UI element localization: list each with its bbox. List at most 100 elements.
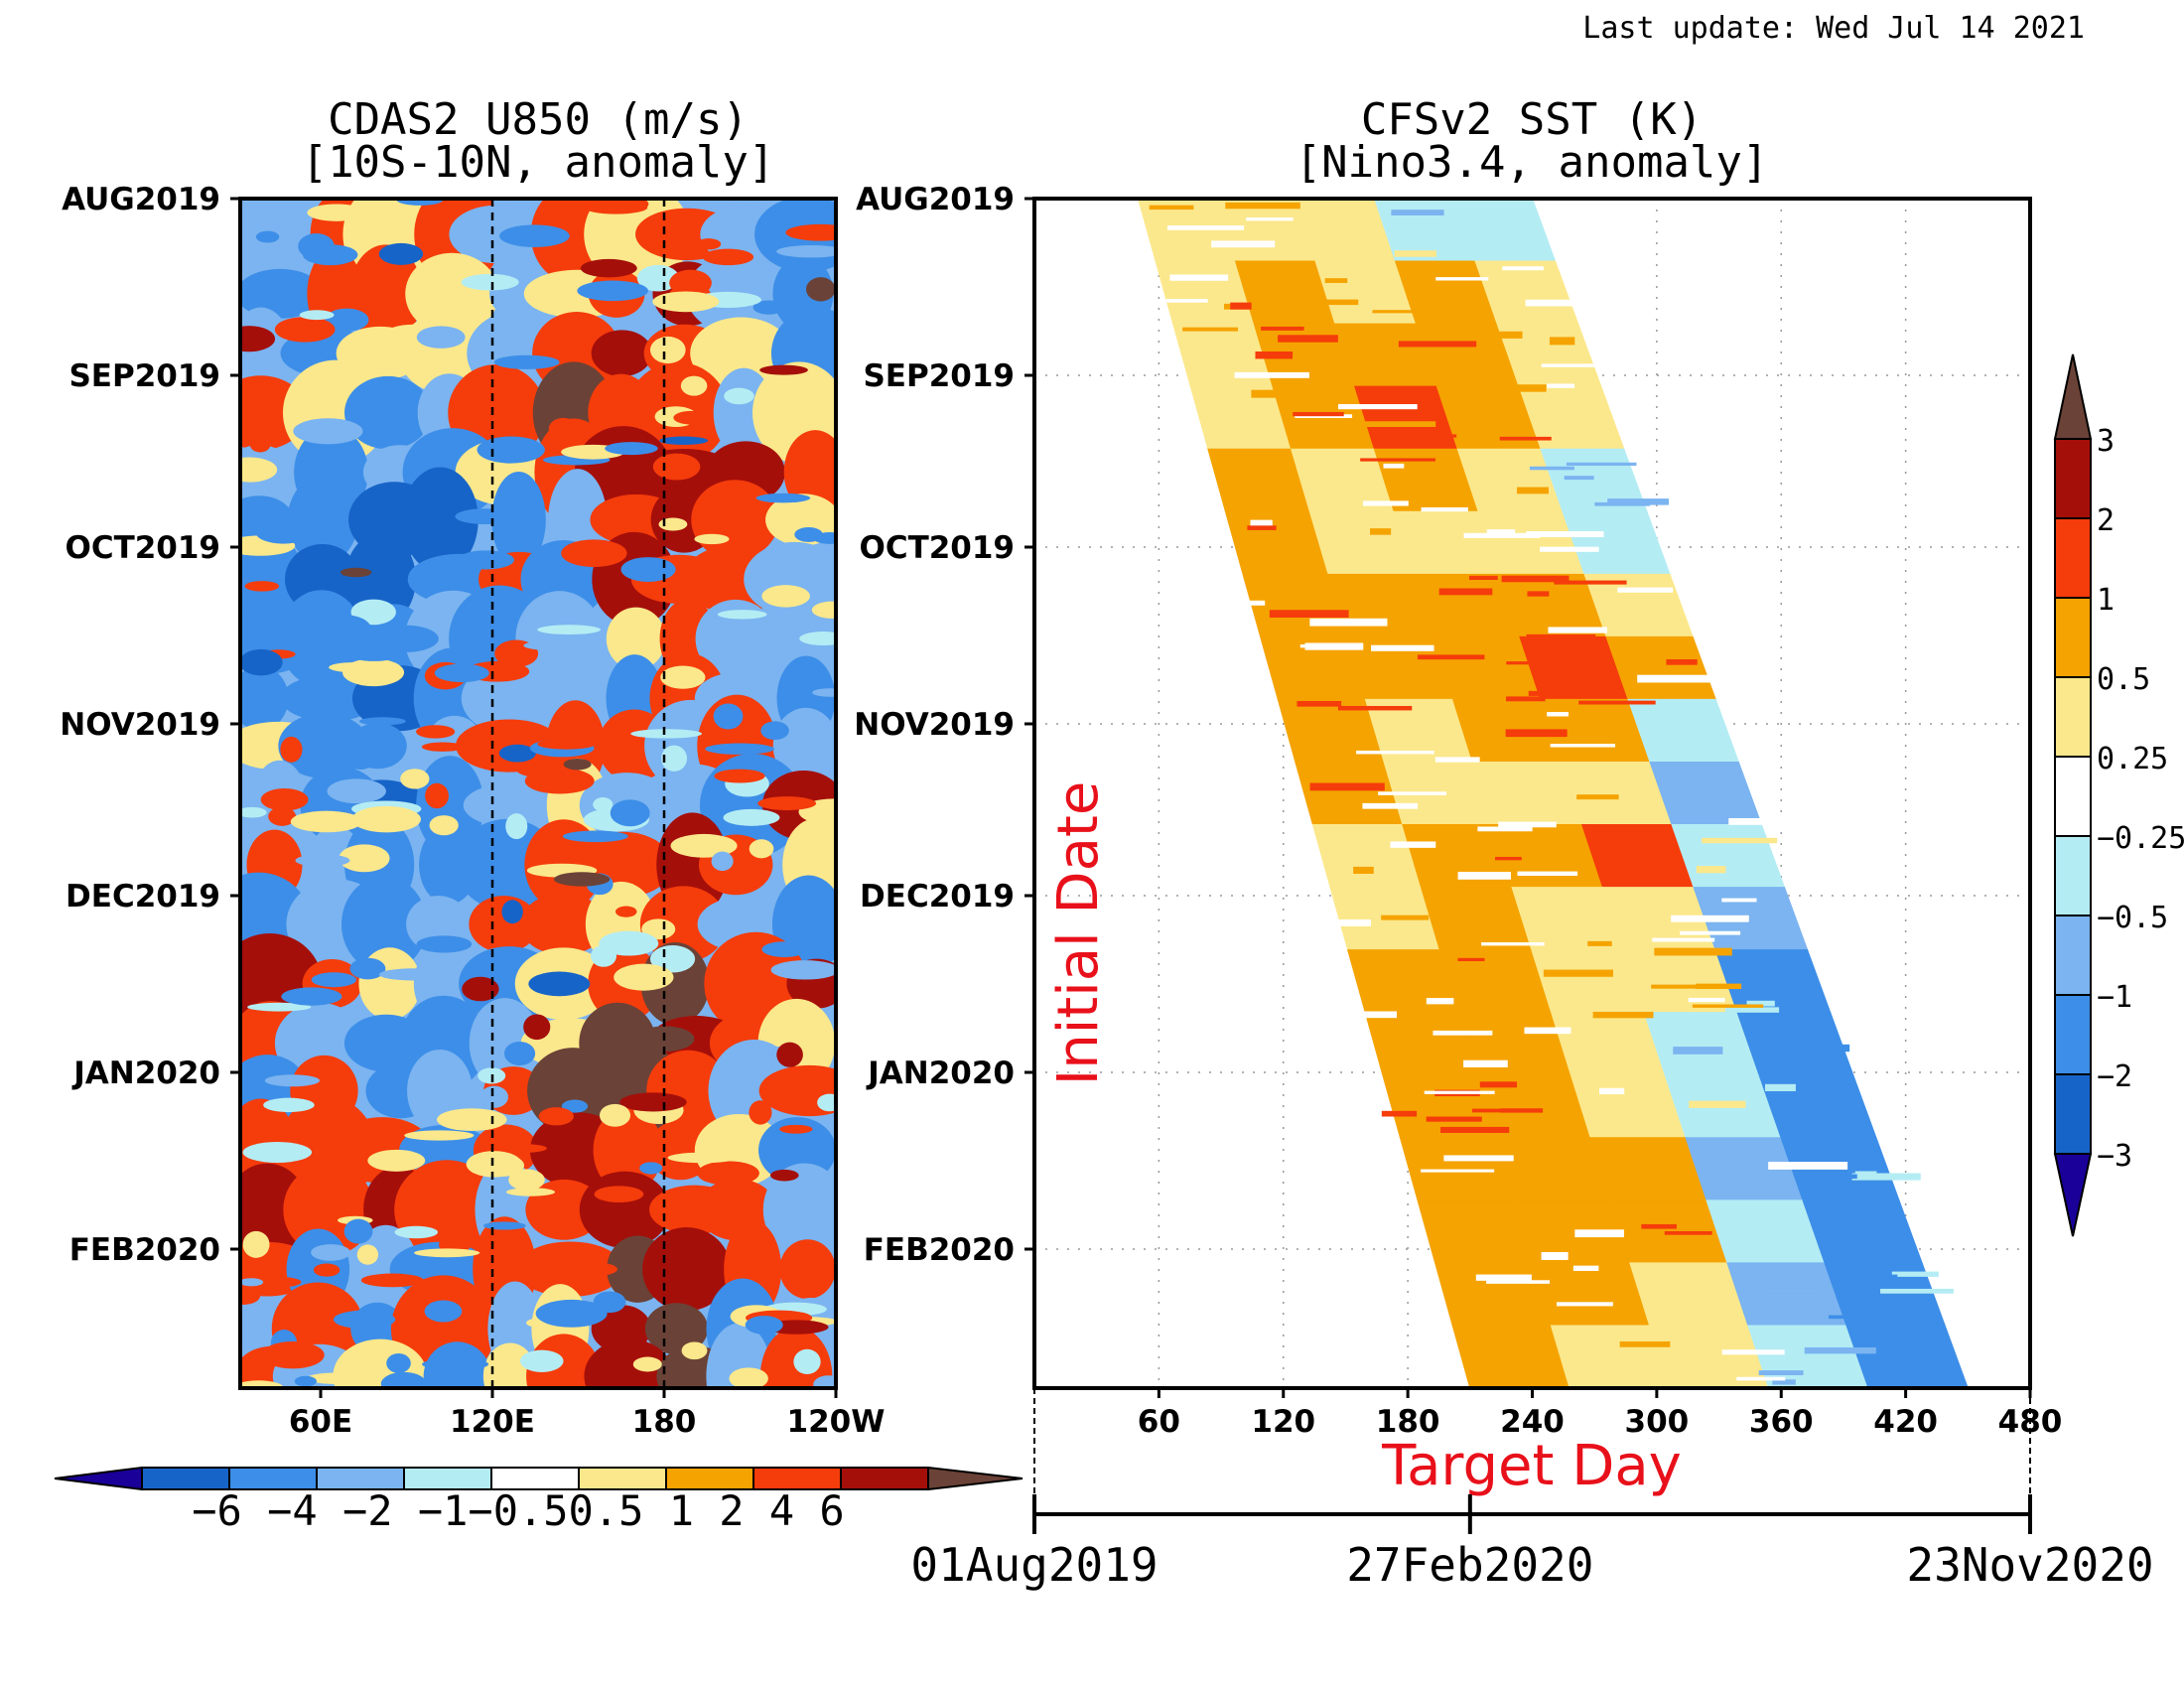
- u850-cell: [482, 1342, 537, 1388]
- sst-cell: [1619, 1340, 1671, 1347]
- u850-cell: [274, 317, 336, 343]
- u850-cell: [437, 1108, 507, 1132]
- sst-x-tick-label: 300: [1625, 1404, 1690, 1440]
- sst-cell: [1269, 610, 1349, 618]
- u850-cell: [240, 268, 325, 319]
- sst-cell: [1736, 1376, 1786, 1381]
- u850-cell: [242, 1142, 313, 1163]
- u850-cell: [344, 745, 377, 770]
- u850-cell: [247, 1002, 312, 1012]
- sst-colorbar-label: 0.5: [2097, 662, 2150, 697]
- u850-cell: [249, 437, 271, 453]
- sst-cell: [1517, 871, 1578, 876]
- u850-cell: [240, 199, 327, 283]
- u850-cell: [240, 806, 267, 818]
- sst-colorbar-swatch: [2054, 597, 2092, 678]
- sst-cell: [1641, 1223, 1677, 1229]
- sst-panel: CFSv2 SST (K) [Nino3.4, anomaly] AUG2019…: [854, 94, 2184, 1592]
- sst-cell: [1390, 841, 1436, 848]
- u850-cell: [769, 1169, 799, 1182]
- u850-cell: [306, 1372, 374, 1385]
- u850-cell: [538, 1107, 574, 1126]
- sst-cell: [1495, 856, 1522, 861]
- u850-y-tick-label: NOV2019: [60, 707, 220, 743]
- date-axis-label: 27Feb2020: [1346, 1538, 1593, 1592]
- sst-cell: [1381, 1110, 1418, 1117]
- sst-cell: [1851, 1173, 1921, 1181]
- sst-cell: [1837, 1274, 1898, 1283]
- sst-colorbar-label: −3: [2097, 1139, 2132, 1174]
- u850-cell: [294, 1375, 317, 1387]
- u850-cell: [745, 1316, 783, 1335]
- sst-cell: [1845, 1325, 1969, 1388]
- sst-cell: [1485, 331, 1523, 339]
- sst-colorbar-label: 3: [2097, 424, 2115, 459]
- sst-cell: [1550, 744, 1616, 748]
- sst-cell: [1297, 701, 1342, 707]
- sst-cell: [1370, 528, 1392, 535]
- u850-y-tick-label: FEB2020: [69, 1232, 220, 1268]
- date-axis-label: 23Nov2020: [1906, 1538, 2153, 1592]
- u850-cell: [340, 567, 372, 578]
- sst-cell: [1673, 1047, 1723, 1055]
- u850-cell: [394, 1225, 439, 1239]
- u850-cell: [702, 248, 754, 266]
- sst-cell: [1469, 575, 1498, 581]
- sst-cell: [1421, 1169, 1495, 1173]
- u850-cell: [523, 639, 587, 651]
- sst-colorbar-swatch: [2054, 914, 2092, 996]
- u850-cell: [378, 242, 424, 265]
- u850-cell: [280, 674, 380, 722]
- sst-cell: [1398, 341, 1477, 348]
- sst-cell: [1506, 661, 1547, 665]
- u850-cell: [327, 778, 386, 804]
- u850-cell: [661, 745, 688, 772]
- sst-cell: [1417, 654, 1485, 660]
- sst-y-tick-label: NOV2019: [854, 707, 1015, 743]
- u850-cell: [785, 223, 836, 241]
- u850-cell: [752, 300, 785, 315]
- sst-cell: [1463, 1059, 1508, 1067]
- u850-cell: [749, 839, 774, 859]
- u850-cell: [287, 475, 358, 564]
- sst-cell: [1654, 947, 1732, 956]
- u850-cell: [670, 833, 738, 858]
- u850-cell: [808, 1072, 836, 1084]
- sst-cell: [1211, 240, 1276, 248]
- sst-cell: [1572, 1265, 1599, 1271]
- sst-cell: [1353, 866, 1374, 874]
- sst-cell: [1804, 1346, 1876, 1354]
- u850-cell: [343, 1218, 373, 1244]
- u850-cell: [311, 972, 356, 988]
- sst-cell: [1541, 363, 1620, 367]
- sst-colorbar: 3 2 1 0.5 0.25 −0.25 −0.5 −1 −2 −3: [2053, 353, 2184, 1237]
- sst-cell: [1457, 957, 1485, 961]
- u850-x-tick-label: 120W: [787, 1404, 886, 1440]
- u850-cell: [599, 930, 659, 956]
- u850-cell: [299, 310, 335, 321]
- sst-cell: [1299, 643, 1346, 648]
- u850-title: CDAS2 U850 (m/s): [328, 94, 749, 145]
- u850-cell: [584, 1338, 674, 1388]
- sst-colorbar-label: 1: [2097, 583, 2115, 618]
- sst-cell: [1526, 531, 1604, 537]
- u850-cell: [281, 987, 342, 1006]
- sst-cell: [1530, 636, 1557, 644]
- sst-cell: [1796, 1106, 1852, 1110]
- u850-cell: [520, 893, 607, 955]
- u850-cell: [537, 738, 596, 750]
- sst-cell: [1652, 937, 1715, 942]
- u850-cell: [761, 941, 808, 957]
- sst-cell: [1309, 618, 1388, 627]
- u850-cell: [307, 204, 366, 221]
- sst-cell: [1607, 498, 1670, 505]
- u850-cell: [779, 1124, 813, 1134]
- sst-cell: [1486, 1280, 1550, 1284]
- u850-cell: [298, 232, 335, 260]
- sst-cell: [1234, 371, 1309, 378]
- sst-colorbar-swatch: [2054, 438, 2092, 519]
- u850-y-tick-label: DEC2019: [66, 879, 220, 914]
- sst-cell: [1689, 1100, 1746, 1108]
- u850-cell: [414, 1248, 480, 1258]
